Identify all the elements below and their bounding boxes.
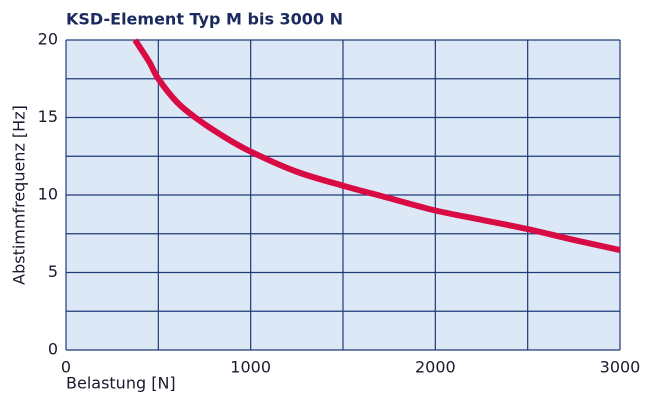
x-tick-label: 1000 (230, 358, 271, 377)
chart-title: KSD-Element Typ M bis 3000 N (66, 10, 343, 29)
y-tick-label: 20 (38, 30, 58, 49)
y-axis-label: Abstimmfrequenz [Hz] (10, 105, 29, 285)
y-tick-label: 0 (48, 340, 58, 359)
x-tick-label: 0 (61, 358, 71, 377)
x-tick-label: 2000 (415, 358, 456, 377)
y-tick-label: 5 (48, 262, 58, 281)
x-axis-label: Belastung [N] (66, 374, 176, 393)
x-tick-label: 3000 (600, 358, 641, 377)
line-series (132, 38, 621, 253)
y-tick-label: 10 (38, 185, 58, 204)
y-tick-label: 15 (38, 107, 58, 126)
